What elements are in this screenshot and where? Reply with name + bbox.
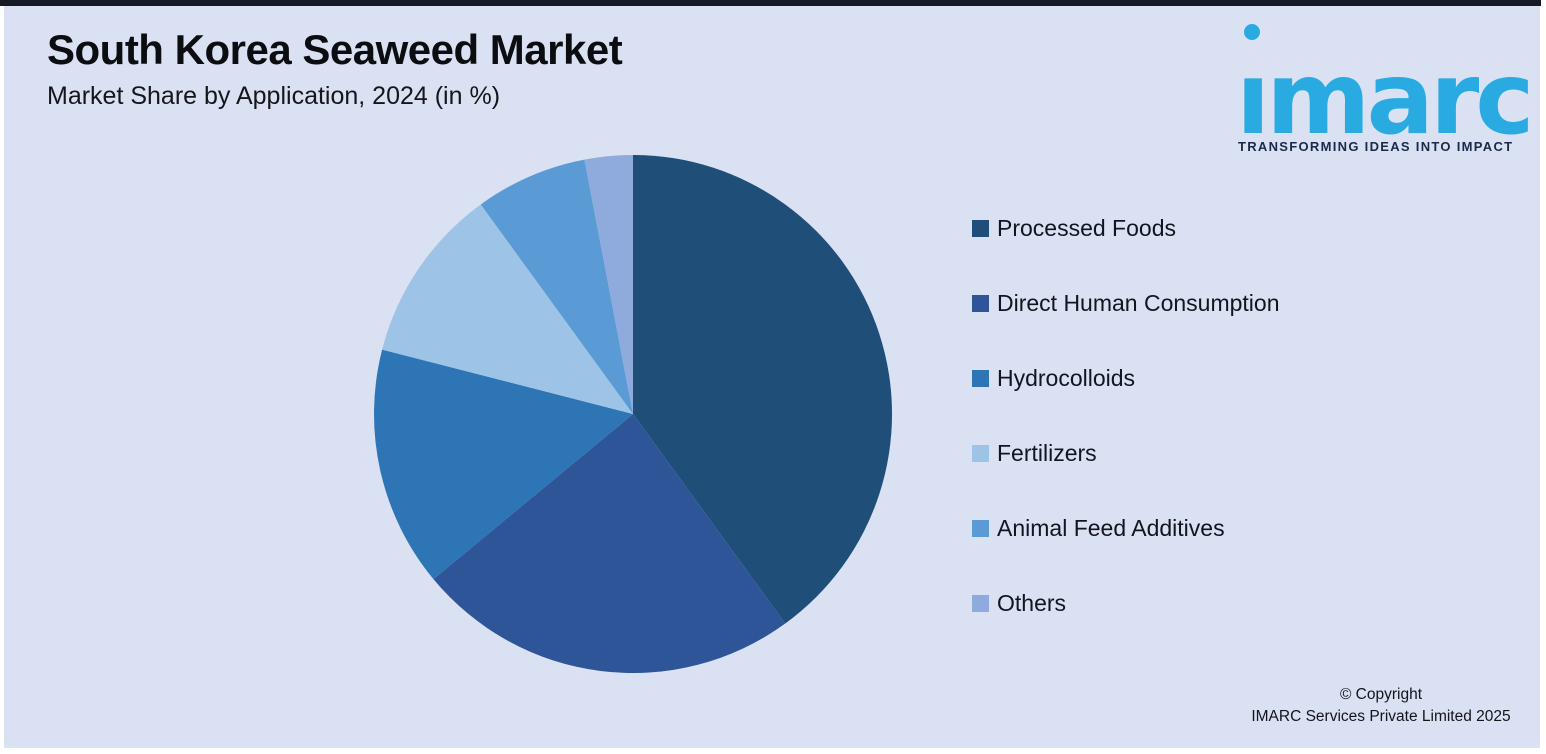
copyright-notice: © Copyright IMARC Services Private Limit… bbox=[1241, 684, 1521, 728]
chart-panel: South Korea Seaweed Market Market Share … bbox=[4, 6, 1540, 748]
page-subtitle: Market Share by Application, 2024 (in %) bbox=[47, 82, 501, 110]
copyright-line2: IMARC Services Private Limited 2025 bbox=[1251, 708, 1511, 725]
legend-item-animal-feed-additives: Animal Feed Additives bbox=[972, 515, 1280, 541]
logo-tagline: TRANSFORMING IDEAS INTO IMPACT bbox=[1238, 139, 1514, 154]
legend-swatch-fertilizers bbox=[972, 445, 989, 462]
legend-label-others: Others bbox=[997, 590, 1067, 616]
pie-slice-others bbox=[584, 155, 633, 414]
logo-dot-icon bbox=[1244, 24, 1260, 40]
pie-slice-direct-human-consumption bbox=[433, 414, 786, 674]
legend-swatch-direct-human-consumption bbox=[972, 295, 989, 312]
top-accent-bar bbox=[0, 0, 1541, 6]
chart-legend: Processed Foods Direct Human Consumption H… bbox=[972, 215, 1280, 670]
legend-label-animal-feed-additives: Animal Feed Additives bbox=[997, 515, 1225, 541]
legend-item-processed-foods: Processed Foods bbox=[972, 215, 1280, 241]
copyright-line1: © Copyright bbox=[1339, 686, 1423, 703]
legend-item-direct-human-consumption: Direct Human Consumption bbox=[972, 290, 1280, 316]
page-title: South Korea Seaweed Market bbox=[47, 26, 623, 73]
legend-label-fertilizers: Fertilizers bbox=[997, 440, 1097, 466]
legend-label-direct-human-consumption: Direct Human Consumption bbox=[997, 290, 1280, 316]
pie-slice-animal-feed-additives bbox=[480, 159, 633, 414]
legend-label-processed-foods: Processed Foods bbox=[997, 215, 1176, 241]
logo-wordmark: ımarc bbox=[1236, 40, 1535, 157]
legend-swatch-animal-feed-additives bbox=[972, 520, 989, 537]
legend-swatch-others bbox=[972, 595, 989, 612]
legend-swatch-hydrocolloids bbox=[972, 370, 989, 387]
legend-label-hydrocolloids: Hydrocolloids bbox=[997, 365, 1136, 391]
legend-swatch-processed-foods bbox=[972, 220, 989, 237]
legend-item-hydrocolloids: Hydrocolloids bbox=[972, 365, 1280, 391]
legend-item-fertilizers: Fertilizers bbox=[972, 440, 1280, 466]
pie-slice-hydrocolloids bbox=[374, 349, 633, 580]
pie-chart bbox=[374, 155, 893, 674]
imarc-logo: ımarc TRANSFORMING IDEAS INTO IMPACT bbox=[1236, 24, 1536, 157]
pie-slice-fertilizers bbox=[382, 204, 633, 414]
pie-slice-processed-foods bbox=[633, 155, 893, 624]
legend-item-others: Others bbox=[972, 590, 1280, 616]
